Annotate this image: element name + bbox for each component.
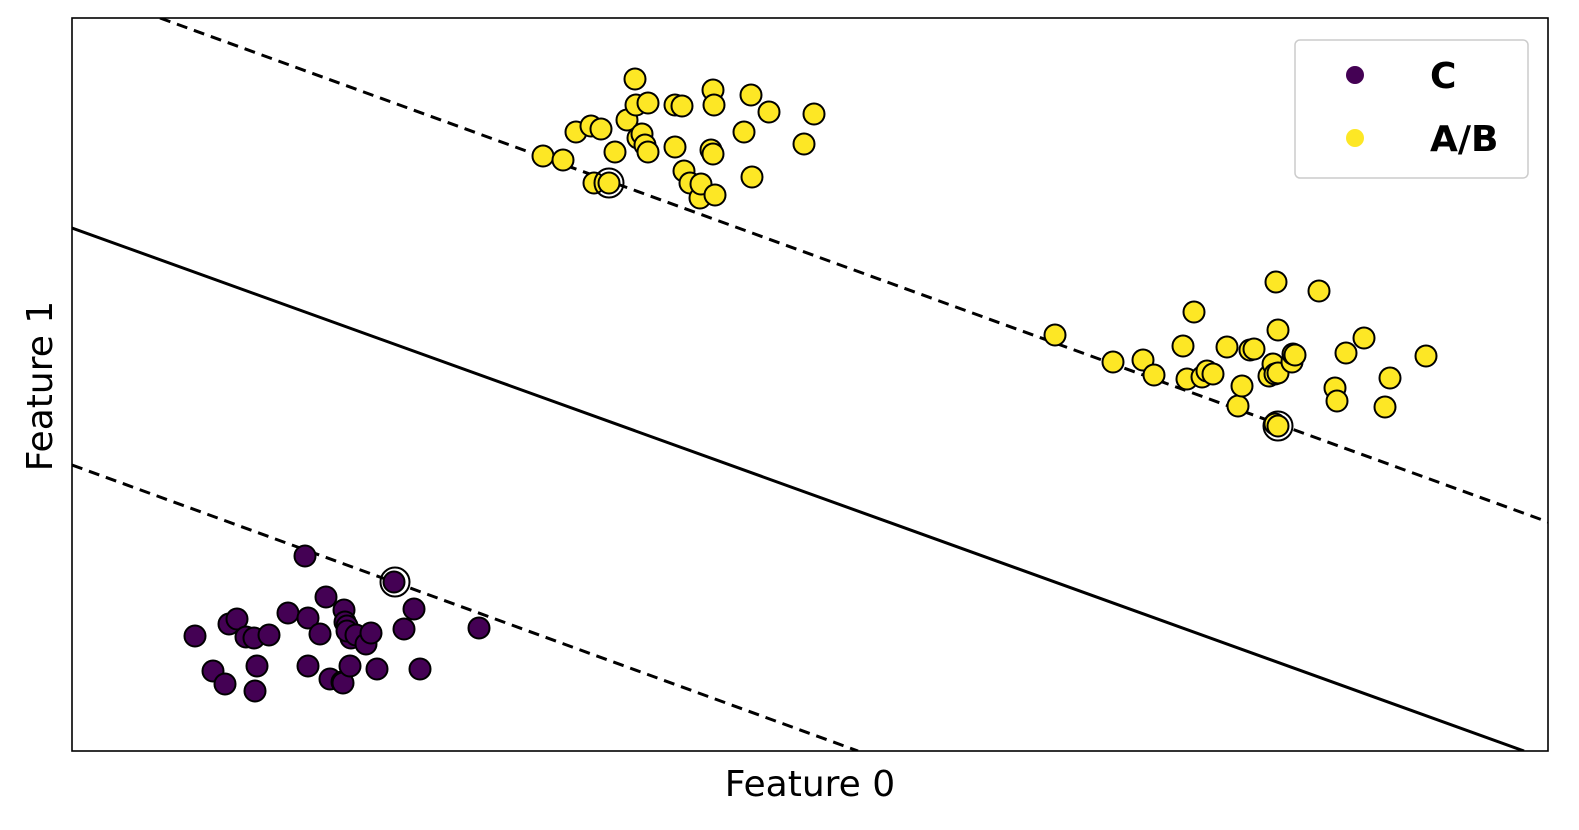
data-point-c — [338, 654, 362, 678]
data-point-ab — [1242, 337, 1266, 361]
data-point-c — [243, 679, 267, 703]
data-point-c — [467, 616, 491, 640]
data-point-ab — [603, 140, 627, 164]
data-point-ab — [792, 132, 816, 156]
data-point-c — [296, 606, 320, 630]
data-point-ab — [1264, 270, 1288, 294]
decision-boundary-line — [72, 226, 1525, 751]
data-point-c — [365, 657, 389, 681]
data-point-ab — [757, 100, 781, 124]
data-point-c — [308, 622, 332, 646]
data-point-ab — [1215, 335, 1239, 359]
support-vectors-layer — [379, 167, 1294, 598]
data-point-ab — [703, 183, 727, 207]
data-point-c — [296, 654, 320, 678]
data-point-c — [402, 597, 426, 621]
data-point-c — [245, 654, 269, 678]
margin-c-side-line — [72, 463, 859, 751]
legend-marker-ab — [1346, 129, 1364, 147]
legend-label-ab: A/B — [1430, 119, 1498, 160]
data-point-ab — [1226, 394, 1250, 418]
data-point-ab — [663, 135, 687, 159]
data-point-c — [213, 672, 237, 696]
data-point-ab — [636, 91, 660, 115]
data-point-c — [183, 624, 207, 648]
data-point-c — [408, 657, 432, 681]
data-point-ab — [1334, 341, 1358, 365]
data-point-ab — [1043, 323, 1067, 347]
data-point-ab — [670, 94, 694, 118]
data-point-ab — [1378, 366, 1402, 390]
data-point-c — [314, 585, 338, 609]
data-point-ab — [531, 144, 555, 168]
data-point-ab — [1171, 334, 1195, 358]
legend-marker-c — [1346, 66, 1364, 84]
data-point-ab — [1266, 318, 1290, 342]
support-vector-ring — [1262, 410, 1294, 442]
data-point-ab — [1352, 326, 1376, 350]
data-point-ab — [702, 93, 726, 117]
legend-label-c: C — [1430, 56, 1456, 97]
data-point-ab — [1266, 414, 1290, 438]
data-point-ab — [739, 83, 763, 107]
data-point-ab — [802, 102, 826, 126]
data-point-ab — [623, 67, 647, 91]
plot-frame — [71, 17, 1549, 752]
legend: C A/B — [1294, 39, 1529, 179]
data-point-ab — [732, 120, 756, 144]
data-point-ab — [1182, 300, 1206, 324]
data-point-ab — [1283, 343, 1307, 367]
data-point-ab — [1414, 344, 1438, 368]
y-axis-label: Feature 1 — [20, 301, 61, 471]
data-point-c — [359, 621, 383, 645]
data-point-ab — [1373, 395, 1397, 419]
lines-layer — [72, 18, 1548, 751]
data-point-ab — [1201, 362, 1225, 386]
x-axis-label: Feature 0 — [725, 764, 895, 805]
data-point-ab — [1142, 363, 1166, 387]
data-point-c — [382, 570, 406, 594]
data-point-ab — [636, 140, 660, 164]
data-point-ab — [589, 117, 613, 141]
data-point-c — [392, 617, 416, 641]
support-vector-ring — [379, 566, 411, 598]
data-point-c — [293, 544, 317, 568]
data-point-ab — [1101, 350, 1125, 374]
data-point-ab — [1230, 374, 1254, 398]
data-point-ab — [597, 171, 621, 195]
data-point-c — [225, 607, 249, 631]
margin-a-b-side-line — [159, 18, 1548, 524]
data-point-c — [257, 623, 281, 647]
data-point-ab — [1325, 389, 1349, 413]
data-point-c — [276, 601, 300, 625]
data-point-ab — [1307, 279, 1331, 303]
data-point-ab — [701, 142, 725, 166]
data-point-ab — [551, 148, 575, 172]
support-vector-ring — [593, 167, 625, 199]
data-point-ab — [740, 165, 764, 189]
